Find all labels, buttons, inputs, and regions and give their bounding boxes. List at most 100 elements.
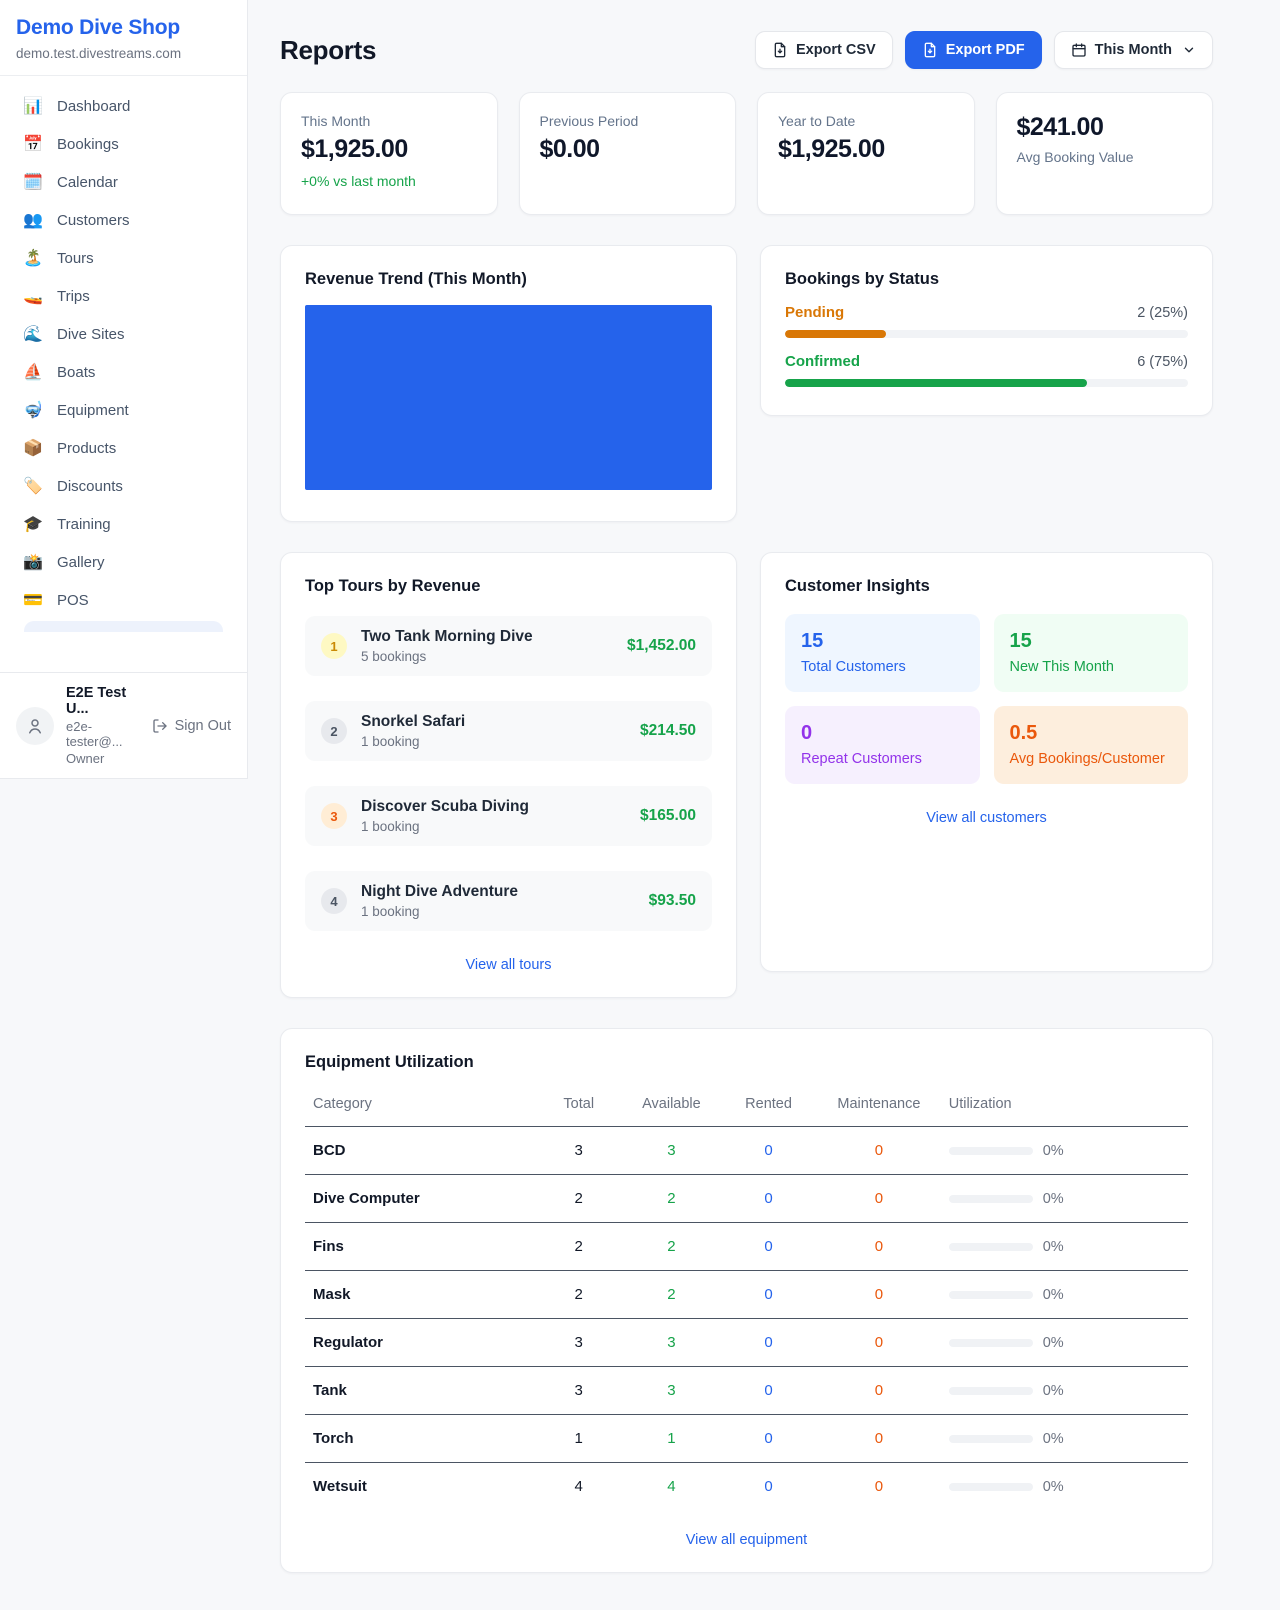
user-section: E2E Test U... e2e-tester@... Owner Sign … bbox=[0, 672, 247, 778]
stat-value: $1,925.00 bbox=[778, 135, 885, 163]
tour-row: 4 Night Dive Adventure 1 booking $93.50 bbox=[305, 871, 712, 931]
sidebar-item-gallery[interactable]: 📸 Gallery bbox=[12, 544, 235, 581]
sidebar-item-equipment[interactable]: 🤿 Equipment bbox=[12, 392, 235, 429]
equipment-utilization-card: Equipment Utilization Category Total Ava… bbox=[280, 1028, 1213, 1573]
calendar-icon: 🗓️ bbox=[23, 173, 43, 191]
sidebar-item-label: Dashboard bbox=[57, 98, 131, 115]
stat-label: Avg Booking Value bbox=[1016, 149, 1134, 165]
col-available: Available bbox=[622, 1086, 720, 1127]
top-tours-title: Top Tours by Revenue bbox=[305, 577, 481, 595]
utilization-bar bbox=[948, 1386, 1033, 1395]
revenue-trend-card: Revenue Trend (This Month) bbox=[280, 245, 737, 522]
sidebar-item-trips[interactable]: 🚤 Trips bbox=[12, 278, 235, 315]
tour-row: 1 Two Tank Morning Dive 5 bookings $1,45… bbox=[305, 616, 712, 676]
training-icon: 🎓 bbox=[23, 515, 43, 533]
sidebar-item-label: Tours bbox=[57, 250, 94, 267]
view-all-equipment-link[interactable]: View all equipment bbox=[685, 1532, 808, 1548]
brand-domain: demo.test.divestreams.com bbox=[16, 46, 182, 61]
customer-insights-card: Customer Insights 15 Total Customers 15 … bbox=[760, 552, 1213, 972]
main-content: Reports Export CSV Export PDF This Month… bbox=[280, 0, 1213, 1573]
table-row: Torch 1 1 0 0 0% bbox=[305, 1414, 1188, 1463]
file-download-icon bbox=[774, 42, 786, 58]
products-icon: 📦 bbox=[23, 439, 43, 457]
sidebar-item-bookings[interactable]: 📅 Bookings bbox=[12, 126, 235, 163]
page-title: Reports bbox=[280, 34, 377, 65]
sidebar-item-dashboard[interactable]: 📊 Dashboard bbox=[12, 88, 235, 125]
col-total: Total bbox=[534, 1086, 623, 1127]
stat-card-previous-period: Previous Period $0.00 bbox=[518, 92, 736, 215]
confirmed-progress-bar bbox=[785, 379, 1188, 387]
table-row: Mask 2 2 0 0 0% bbox=[305, 1270, 1188, 1319]
period-selector[interactable]: This Month bbox=[1053, 31, 1213, 69]
stat-card-avg-booking-value: $241.00 Avg Booking Value bbox=[995, 92, 1213, 215]
sidebar-item-pos[interactable]: 💳 POS bbox=[12, 582, 235, 619]
sidebar-item-label: Gallery bbox=[57, 554, 105, 571]
table-row: BCD 3 3 0 0 0% bbox=[305, 1126, 1188, 1175]
sidebar-item-label: Discounts bbox=[57, 478, 123, 495]
table-row: Wetsuit 4 4 0 0 0% bbox=[313, 1478, 1064, 1495]
table-header-row: Category Total Available Rented Maintena… bbox=[305, 1086, 1188, 1127]
sidebar-item-calendar[interactable]: 🗓️ Calendar bbox=[12, 164, 235, 201]
page-header: Reports Export CSV Export PDF This Month bbox=[280, 0, 1213, 69]
tour-name: Snorkel Safari bbox=[361, 713, 466, 730]
tour-row: 2 Snorkel Safari 1 booking $214.50 bbox=[305, 701, 712, 761]
stat-value: $1,925.00 bbox=[301, 135, 408, 163]
stat-label: Previous Period bbox=[539, 113, 639, 129]
stat-card-year-to-date: Year to Date $1,925.00 bbox=[757, 92, 975, 215]
sidebar-item-label: Equipment bbox=[57, 402, 129, 419]
export-pdf-button[interactable]: Export PDF bbox=[904, 31, 1042, 69]
export-csv-button[interactable]: Export CSV bbox=[754, 31, 893, 69]
trips-icon: 🚤 bbox=[23, 287, 43, 305]
logout-icon bbox=[152, 718, 167, 733]
tour-revenue: $165.00 bbox=[639, 807, 696, 824]
utilization-bar bbox=[948, 1146, 1033, 1155]
stat-card-this-month: This Month $1,925.00 +0% vs last month bbox=[280, 92, 498, 215]
table-row: Fins 2 2 0 0 0% bbox=[305, 1222, 1188, 1271]
sidebar-item-customers[interactable]: 👥 Customers bbox=[12, 202, 235, 239]
rank-badge: 1 bbox=[321, 633, 347, 659]
stats-row: This Month $1,925.00 +0% vs last month P… bbox=[280, 92, 1213, 215]
sidebar-item-label: Customers bbox=[57, 212, 130, 229]
bookings-icon: 📅 bbox=[23, 135, 43, 153]
revenue-trend-chart bbox=[305, 305, 712, 490]
table-row: Tank 3 3 0 0 0% bbox=[305, 1366, 1188, 1415]
tour-name: Two Tank Morning Dive bbox=[361, 628, 533, 645]
stat-delta: +0% vs last month bbox=[301, 173, 416, 189]
sidebar-item-dive-sites[interactable]: 🌊 Dive Sites bbox=[12, 316, 235, 353]
stat-label: This Month bbox=[301, 113, 371, 129]
sidebar-item-label: POS bbox=[57, 592, 89, 609]
sidebar-item-boats[interactable]: ⛵ Boats bbox=[12, 354, 235, 391]
stat-label: Year to Date bbox=[778, 113, 856, 129]
sidebar-item-label: Bookings bbox=[57, 136, 119, 153]
sidebar-item-training[interactable]: 🎓 Training bbox=[12, 506, 235, 543]
pos-icon: 💳 bbox=[23, 591, 43, 609]
tile-new-this-month: 15 New This Month bbox=[993, 614, 1188, 692]
sidebar-item-reports-partial[interactable] bbox=[24, 621, 223, 632]
sidebar-item-tours[interactable]: 🏝️ Tours bbox=[12, 240, 235, 277]
sidebar-item-discounts[interactable]: 🏷️ Discounts bbox=[12, 468, 235, 505]
user-name: E2E Test U... bbox=[66, 685, 127, 717]
sign-out-button[interactable]: Sign Out bbox=[152, 718, 231, 734]
tour-revenue: $214.50 bbox=[639, 722, 696, 739]
sidebar-item-label: Dive Sites bbox=[57, 326, 125, 343]
utilization-bar bbox=[948, 1338, 1033, 1347]
tour-bookings: 1 booking bbox=[361, 904, 420, 919]
view-all-tours-link[interactable]: View all tours bbox=[465, 957, 552, 973]
tour-bookings: 5 bookings bbox=[361, 649, 427, 664]
status-label-confirmed: Confirmed bbox=[785, 353, 860, 370]
tour-name: Night Dive Adventure bbox=[361, 883, 519, 900]
status-count-confirmed: 6 (75%) bbox=[1137, 354, 1188, 370]
view-all-customers-link[interactable]: View all customers bbox=[926, 810, 1047, 826]
sidebar-item-products[interactable]: 📦 Products bbox=[12, 430, 235, 467]
status-count-pending: 2 (25%) bbox=[1137, 305, 1188, 321]
sidebar-nav: 📊 Dashboard 📅 Bookings 🗓️ Calendar 👥 Custome… bbox=[0, 76, 247, 632]
rank-badge: 2 bbox=[321, 718, 347, 744]
user-email: e2e-tester@... bbox=[66, 719, 123, 749]
bookings-by-status-card: Bookings by Status Pending 2 (25%) Confi… bbox=[760, 245, 1213, 416]
equipment-table: Category Total Available Rented Maintena… bbox=[305, 1086, 1188, 1510]
brand: Demo Dive Shop demo.test.divestreams.com bbox=[0, 0, 247, 76]
utilization-bar bbox=[948, 1194, 1033, 1203]
user-role: Owner bbox=[66, 751, 105, 766]
stat-value: $241.00 bbox=[1016, 113, 1104, 141]
col-utilization: Utilization bbox=[940, 1086, 1188, 1127]
